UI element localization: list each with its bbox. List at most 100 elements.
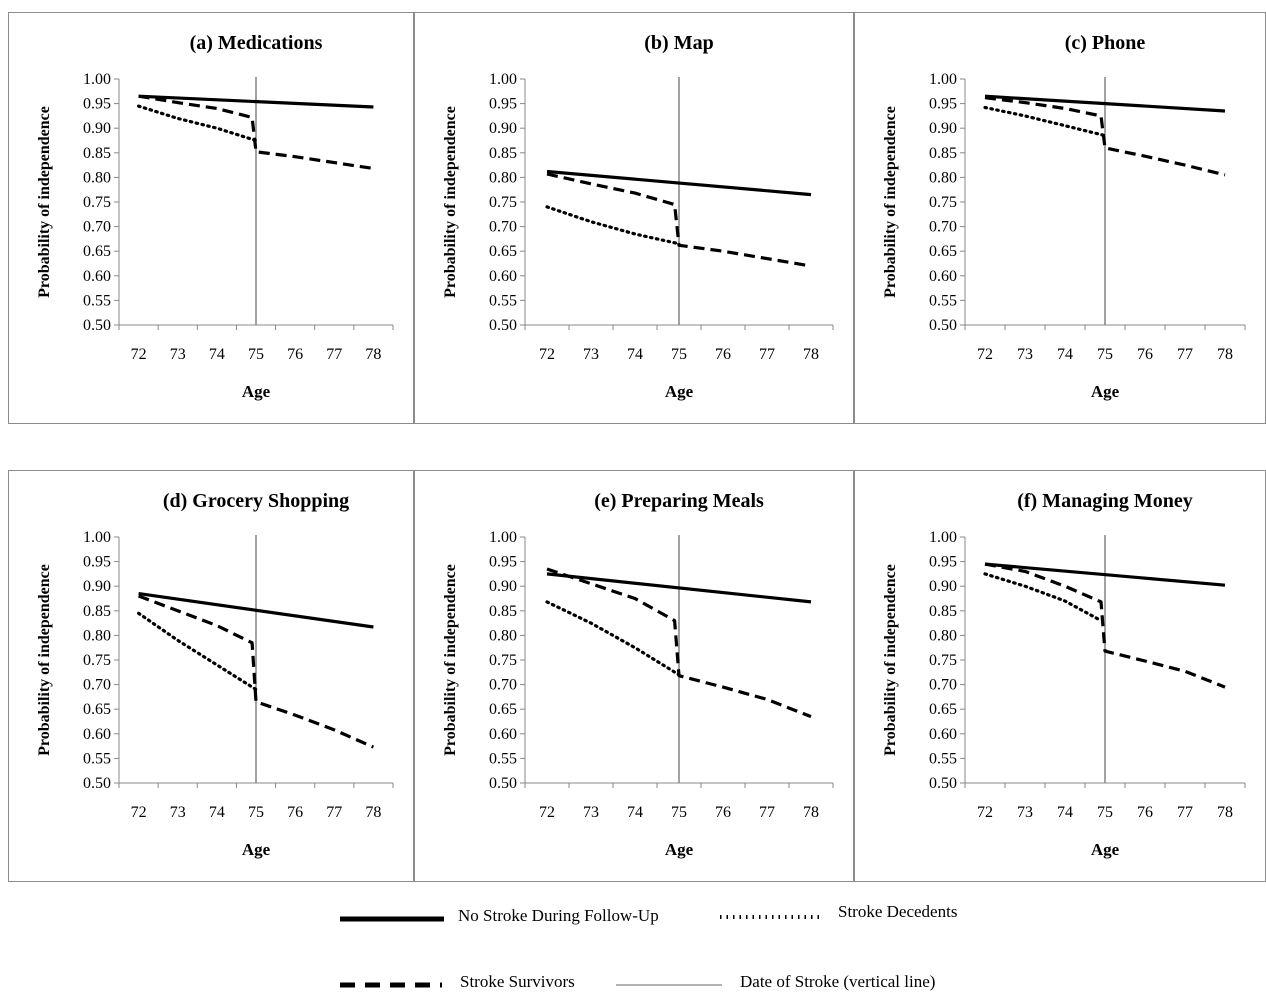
y-tick-label: 0.50: [489, 775, 517, 792]
y-tick-label: 0.85: [929, 603, 957, 620]
x-tick-label: 74: [209, 804, 225, 821]
y-axis-label: Probability of independence: [442, 564, 459, 756]
y-tick-label: 0.80: [489, 627, 517, 644]
y-tick-label: 0.80: [83, 627, 111, 644]
legend-label-stroke-date: Date of Stroke (vertical line): [740, 972, 936, 991]
y-tick-label: 0.85: [929, 145, 957, 162]
y-tick-label: 0.65: [83, 243, 111, 260]
y-axis-label: Probability of independence: [882, 564, 899, 756]
chart-c: (c) Phone Probability of independence 0.50…: [882, 32, 1246, 401]
series-line-stroke-decedents: [137, 104, 258, 143]
x-tick-label: 77: [326, 346, 342, 363]
chart-panel-e: (e) Preparing Meals Probability of indepe…: [414, 470, 854, 882]
legend-label-survivors: Stroke Survivors: [460, 972, 575, 991]
x-tick-label: 74: [1057, 346, 1073, 363]
y-tick-label: 0.85: [83, 145, 111, 162]
x-tick-label: 76: [1137, 346, 1153, 363]
y-tick-label: 0.50: [929, 775, 957, 792]
x-tick-label: 77: [326, 804, 342, 821]
x-tick-label: 72: [539, 346, 555, 363]
x-tick-label: 78: [365, 804, 381, 821]
x-tick-label: 77: [1177, 804, 1193, 821]
y-axis-label: Probability of independence: [442, 106, 459, 298]
series-line-stroke-decedents: [137, 611, 258, 692]
y-tick-label: 0.75: [929, 194, 957, 211]
y-tick-label: 0.60: [929, 726, 957, 743]
x-tick-label: 76: [715, 346, 731, 363]
y-tick-label: 1.00: [83, 71, 111, 88]
y-tick-label: 0.90: [929, 578, 957, 595]
chart-title: (d) Grocery Shopping: [163, 490, 349, 512]
series-line-stroke-survivors: [546, 172, 812, 268]
chart-title: (f) Managing Money: [1017, 490, 1193, 512]
x-tick-label: 72: [131, 804, 147, 821]
series-line-stroke-decedents: [545, 600, 681, 677]
y-tick-label: 0.50: [83, 317, 111, 334]
y-tick-label: 0.65: [83, 701, 111, 718]
y-axis-label: Probability of independence: [36, 106, 53, 298]
chart-title: (e) Preparing Meals: [594, 490, 764, 512]
y-tick-label: 1.00: [929, 71, 957, 88]
x-tick-label: 75: [671, 804, 687, 821]
y-axis-label: Probability of independence: [36, 564, 53, 756]
x-tick-label: 73: [583, 346, 599, 363]
y-tick-label: 0.95: [489, 96, 517, 113]
y-tick-label: 0.65: [929, 243, 957, 260]
y-tick-label: 0.95: [489, 554, 517, 571]
y-tick-label: 0.55: [929, 292, 957, 309]
series-line-no-stroke-during-follow-up: [984, 562, 1226, 587]
x-tick-label: 77: [759, 804, 775, 821]
x-tick-label: 75: [248, 346, 264, 363]
x-tick-label: 72: [977, 804, 993, 821]
y-tick-label: 0.75: [83, 652, 111, 669]
x-tick-label: 74: [627, 804, 643, 821]
x-tick-label: 76: [1137, 804, 1153, 821]
y-tick-label: 0.60: [489, 726, 517, 743]
x-tick-label: 78: [365, 346, 381, 363]
chart-title: (c) Phone: [1065, 32, 1146, 54]
y-tick-label: 0.70: [489, 219, 517, 236]
x-tick-label: 75: [248, 804, 264, 821]
x-tick-label: 72: [977, 346, 993, 363]
x-axis-label: Age: [665, 382, 694, 401]
y-axis-label: Probability of independence: [882, 106, 899, 298]
y-tick-label: 0.75: [489, 652, 517, 669]
y-tick-label: 0.95: [929, 554, 957, 571]
y-tick-label: 0.60: [83, 268, 111, 285]
y-tick-label: 0.60: [929, 268, 957, 285]
y-tick-label: 0.95: [929, 96, 957, 113]
x-tick-label: 74: [1057, 804, 1073, 821]
y-tick-label: 0.75: [929, 652, 957, 669]
y-tick-label: 0.80: [83, 169, 111, 186]
chart-panel-a: (a) Medications Probability of independen…: [8, 12, 414, 424]
chart-panel-c: (c) Phone Probability of independence 0.50…: [854, 12, 1266, 424]
y-tick-label: 0.75: [83, 194, 111, 211]
x-axis-label: Age: [242, 382, 271, 401]
x-tick-label: 74: [209, 346, 225, 363]
x-tick-label: 78: [803, 804, 819, 821]
chart-e: (e) Preparing Meals Probability of indepe…: [442, 490, 834, 859]
x-axis-label: Age: [1091, 382, 1120, 401]
y-tick-label: 0.55: [83, 750, 111, 767]
y-tick-label: 0.90: [489, 578, 517, 595]
series-line-no-stroke-during-follow-up: [984, 94, 1226, 113]
series-line-stroke-survivors: [984, 96, 1226, 177]
chart-d: (d) Grocery Shopping Probability of indep…: [36, 490, 394, 859]
x-tick-label: 78: [803, 346, 819, 363]
y-tick-label: 0.90: [929, 120, 957, 137]
x-tick-label: 72: [131, 346, 147, 363]
x-tick-label: 76: [287, 804, 303, 821]
y-tick-label: 0.65: [929, 701, 957, 718]
x-tick-label: 75: [1097, 346, 1113, 363]
y-tick-label: 0.50: [489, 317, 517, 334]
y-tick-label: 0.65: [489, 701, 517, 718]
x-tick-label: 76: [287, 346, 303, 363]
y-tick-label: 0.85: [489, 145, 517, 162]
series-line-stroke-survivors: [984, 562, 1226, 689]
series-line-no-stroke-during-follow-up: [138, 94, 374, 109]
y-tick-label: 0.50: [83, 775, 111, 792]
chart-title: (a) Medications: [190, 32, 323, 54]
y-tick-label: 0.55: [83, 292, 111, 309]
series-line-no-stroke-during-follow-up: [546, 169, 812, 197]
y-tick-label: 0.95: [83, 96, 111, 113]
